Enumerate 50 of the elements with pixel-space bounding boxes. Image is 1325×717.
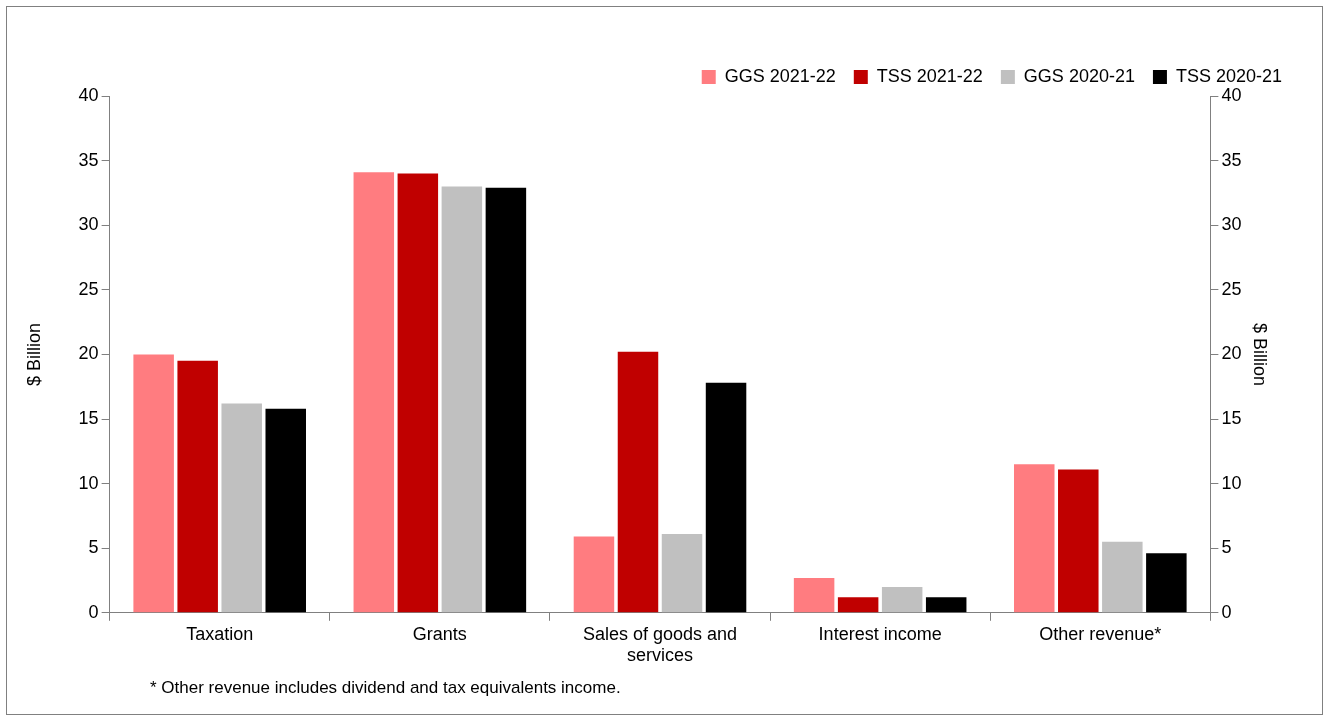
bar [397,173,439,613]
bar [661,533,703,613]
y2-axis-title: $ Billion [1250,322,1271,386]
bar [573,536,615,613]
bar [133,354,174,613]
y2-tick-label: 10 [1221,472,1242,493]
bar [485,187,527,613]
bar [221,403,262,613]
y-tick-label: 30 [78,214,99,235]
bar [1014,464,1055,613]
bar [1102,541,1143,613]
bar [441,186,483,613]
text: * Other revenue includes dividend and tax equivalents income. [150,678,621,698]
y-tick-label: 20 [78,343,99,364]
bar [265,408,306,613]
legend-label: GGS 2020-21 [1023,65,1135,86]
bar [881,586,923,613]
y2-tick-label: 0 [1221,601,1232,622]
y2-tick-label: 5 [1221,537,1232,558]
bar [353,172,395,613]
x-tick-label: Sales of goods and services [582,623,738,666]
y2-tick-label: 35 [1221,149,1242,170]
bar [1146,553,1187,613]
x-tick-label: Grants [412,623,467,644]
y2-tick-label: 15 [1221,407,1242,428]
y-tick-label: 40 [78,84,99,105]
x-tick-label: Taxation [186,623,254,644]
bar [925,597,967,613]
legend-label: GGS 2021-22 [724,65,836,86]
y-tick-label: 0 [88,601,99,622]
legend-label: TSS 2021-22 [876,65,983,86]
bar [837,597,879,613]
y-tick-label: 10 [78,472,99,493]
x-tick-label: Other revenue* [1039,623,1162,644]
y-tick-label: 35 [78,149,99,170]
bar [617,351,659,613]
y2-tick-label: 40 [1221,84,1242,105]
y-tick-label: 5 [88,537,99,558]
bar [705,382,747,613]
legend-label: TSS 2020-21 [1175,65,1283,86]
y-tick-label: 25 [78,278,99,299]
bar [1058,469,1099,613]
y2-tick-label: 20 [1221,343,1242,364]
y2-tick-label: 25 [1221,278,1242,299]
y-tick-label: 15 [78,407,99,428]
bar [177,360,218,613]
x-tick-label: Interest income [818,623,942,644]
y2-tick-label: 30 [1221,214,1242,235]
y-axis-title: $ Billion [23,322,44,386]
bar [793,577,835,613]
